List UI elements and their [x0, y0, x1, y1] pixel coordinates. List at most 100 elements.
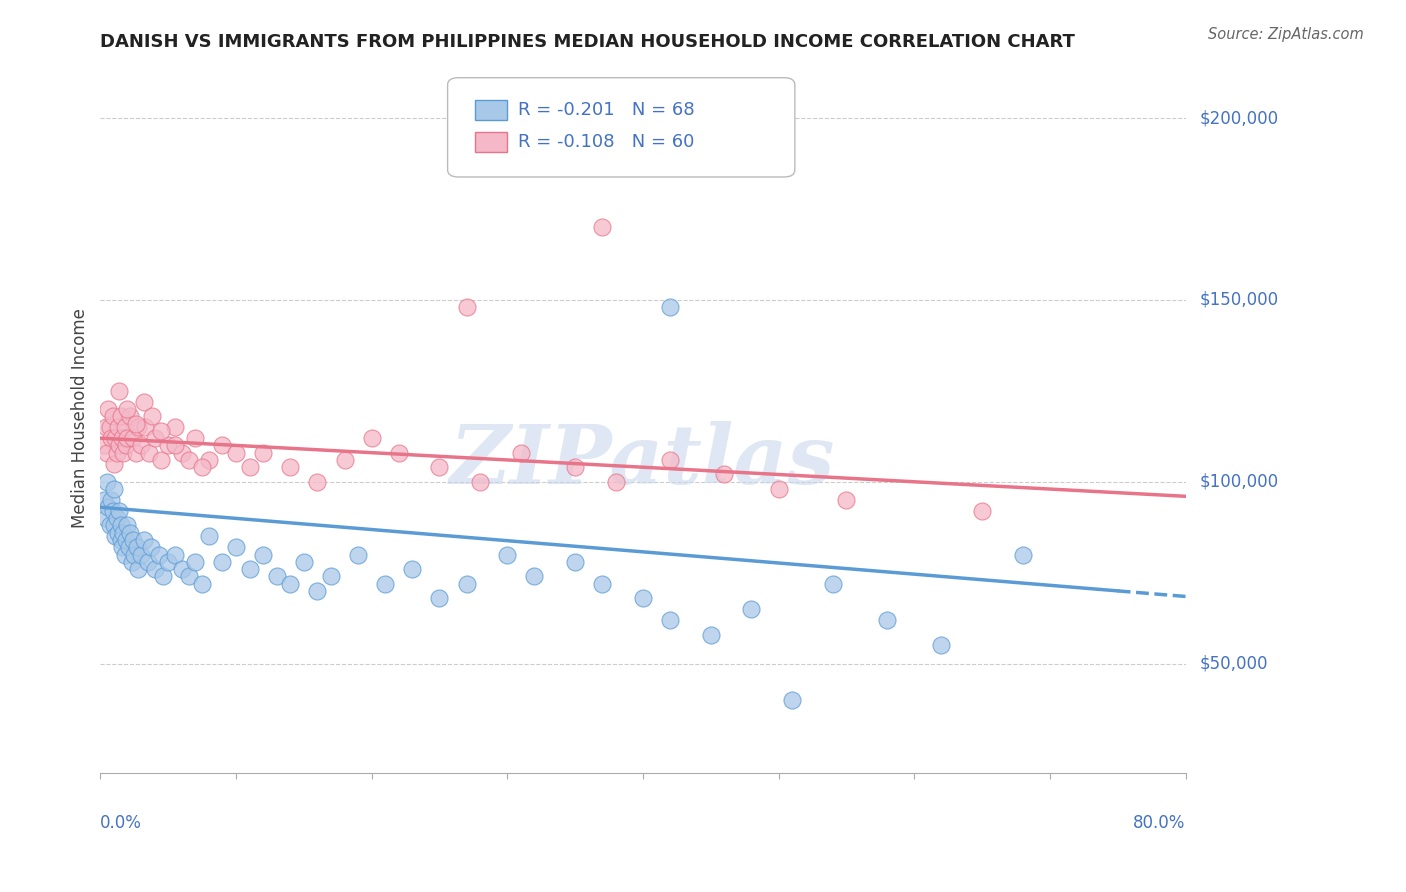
Point [307, 475, 329, 489]
Point [252, 548, 274, 562]
Point [108, 438, 131, 452]
Point [98, 420, 121, 434]
Point [1011, 548, 1033, 562]
Point [96, 445, 118, 459]
Point [470, 475, 492, 489]
Point [740, 602, 762, 616]
Point [388, 445, 411, 459]
Point [122, 548, 145, 562]
Point [143, 431, 166, 445]
Point [96, 475, 118, 489]
Text: 0.0%: 0.0% [100, 814, 142, 832]
Point [238, 562, 260, 576]
Y-axis label: Median Household Income: Median Household Income [72, 308, 89, 528]
Point [110, 533, 132, 547]
Point [631, 591, 654, 606]
Point [105, 511, 128, 525]
Point [211, 555, 233, 569]
Point [591, 220, 613, 235]
Point [107, 525, 129, 540]
Point [107, 420, 129, 434]
Point [108, 384, 131, 398]
Point [523, 569, 546, 583]
FancyBboxPatch shape [475, 132, 508, 153]
Point [111, 431, 134, 445]
Text: $100,000: $100,000 [1199, 473, 1278, 491]
Point [177, 569, 200, 583]
Point [120, 525, 142, 540]
Point [252, 445, 274, 459]
Text: R = -0.201   N = 68: R = -0.201 N = 68 [519, 102, 695, 120]
Point [347, 548, 370, 562]
Point [319, 569, 342, 583]
Point [103, 457, 125, 471]
Point [143, 562, 166, 576]
Text: 80.0%: 80.0% [1133, 814, 1185, 832]
FancyBboxPatch shape [475, 101, 508, 120]
Point [225, 445, 247, 459]
Point [114, 548, 136, 562]
Point [129, 548, 152, 562]
Point [129, 438, 152, 452]
Point [170, 445, 193, 459]
Point [333, 453, 356, 467]
Text: $200,000: $200,000 [1199, 109, 1278, 127]
Point [292, 555, 315, 569]
Point [659, 300, 682, 314]
Point [564, 460, 586, 475]
Text: DANISH VS IMMIGRANTS FROM PHILIPPINES MEDIAN HOUSEHOLD INCOME CORRELATION CHART: DANISH VS IMMIGRANTS FROM PHILIPPINES ME… [100, 33, 1076, 51]
Point [198, 453, 221, 467]
Point [108, 504, 131, 518]
Point [184, 431, 207, 445]
Point [835, 492, 858, 507]
Point [127, 420, 149, 434]
Point [104, 529, 127, 543]
Point [122, 533, 145, 547]
Point [141, 409, 163, 424]
Point [100, 492, 122, 507]
Point [821, 576, 844, 591]
Point [152, 569, 174, 583]
Point [780, 693, 803, 707]
Point [111, 540, 134, 554]
Point [117, 431, 139, 445]
Point [124, 417, 146, 431]
Point [105, 445, 128, 459]
Point [700, 627, 723, 641]
Point [225, 540, 247, 554]
Point [93, 492, 115, 507]
Text: R = -0.108   N = 60: R = -0.108 N = 60 [519, 133, 695, 151]
Point [121, 555, 143, 569]
Point [118, 540, 141, 554]
Point [138, 445, 160, 459]
Point [163, 548, 186, 562]
Point [238, 460, 260, 475]
Point [564, 555, 586, 569]
Point [148, 548, 170, 562]
Point [605, 475, 627, 489]
Text: ZIPatlas: ZIPatlas [450, 421, 835, 500]
Point [659, 613, 682, 627]
Point [191, 460, 214, 475]
Point [127, 562, 149, 576]
Point [110, 409, 132, 424]
Point [211, 438, 233, 452]
Point [163, 438, 186, 452]
Point [970, 504, 993, 518]
Point [150, 453, 173, 467]
Point [124, 445, 146, 459]
Point [104, 431, 127, 445]
Point [134, 420, 156, 434]
Point [157, 438, 180, 452]
Point [591, 576, 613, 591]
Point [456, 300, 478, 314]
Point [931, 639, 953, 653]
Point [184, 555, 207, 569]
Point [360, 431, 382, 445]
Point [876, 613, 898, 627]
Point [307, 583, 329, 598]
Point [278, 576, 301, 591]
Point [120, 409, 142, 424]
Point [117, 518, 139, 533]
Point [97, 500, 120, 515]
